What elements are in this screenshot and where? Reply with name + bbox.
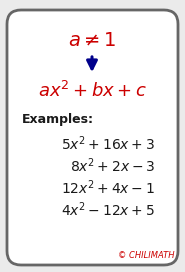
Text: Examples:: Examples:	[22, 113, 94, 126]
Text: $5x^2 + 16x + 3$: $5x^2 + 16x + 3$	[61, 135, 155, 153]
Text: $ax^2 + bx + c$: $ax^2 + bx + c$	[38, 81, 147, 101]
Text: $a \neq 1$: $a \neq 1$	[68, 30, 116, 50]
Text: $8x^2 + 2x - 3$: $8x^2 + 2x - 3$	[70, 157, 155, 175]
FancyBboxPatch shape	[7, 10, 178, 265]
Text: $12x^2 + 4x - 1$: $12x^2 + 4x - 1$	[61, 179, 155, 197]
Text: $4x^2 - 12x + 5$: $4x^2 - 12x + 5$	[61, 201, 155, 219]
Text: © CHILIMATH: © CHILIMATH	[119, 251, 175, 260]
